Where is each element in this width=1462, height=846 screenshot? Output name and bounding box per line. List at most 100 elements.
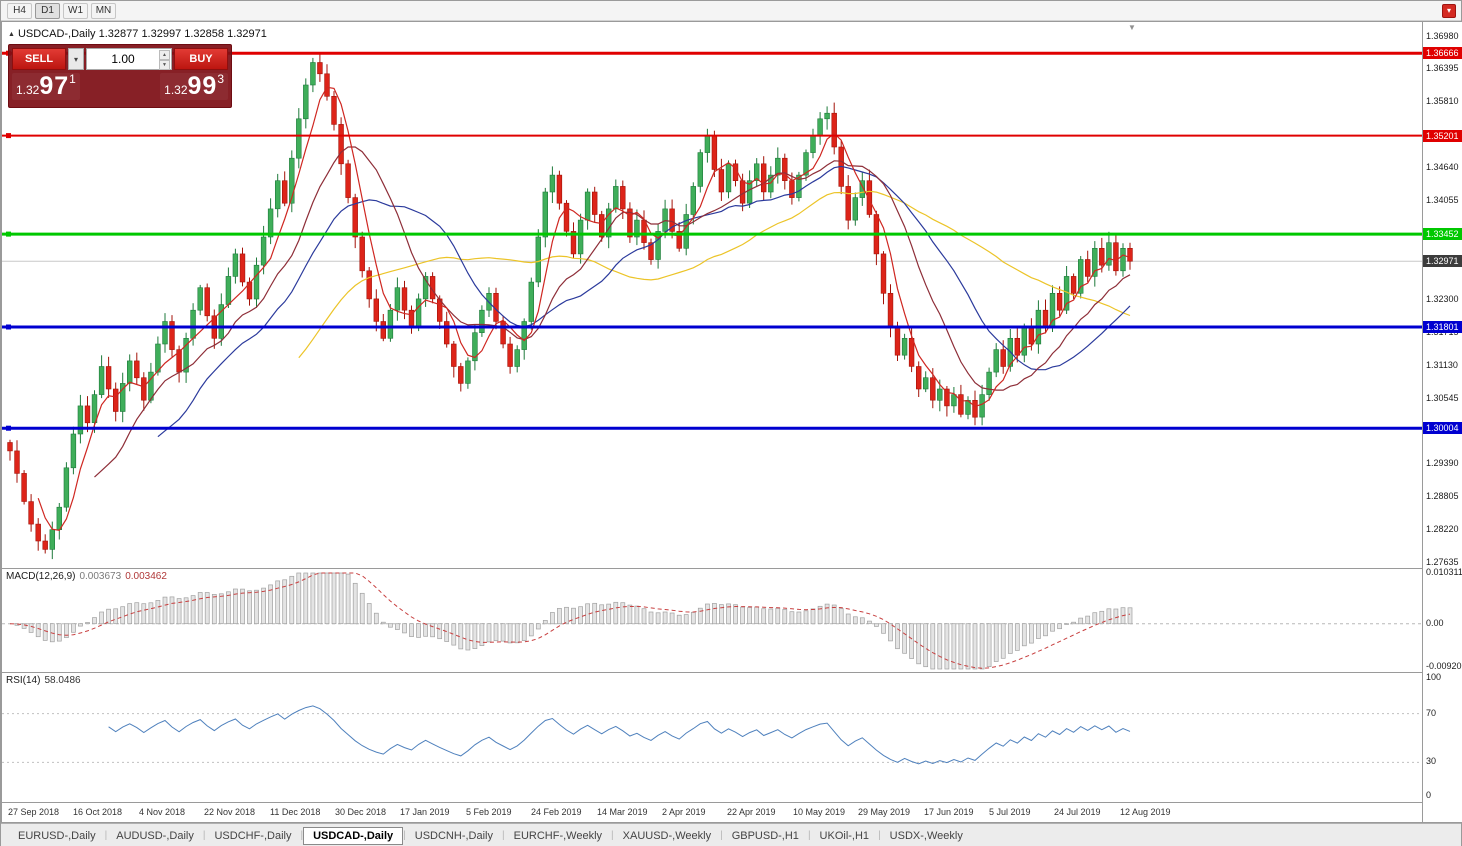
trade-controls-row: SELL ▾ ▲ ▼ BUY (12, 48, 228, 70)
sell-button[interactable]: SELL (12, 48, 66, 70)
tab-separator: | (502, 830, 505, 841)
tab-separator: | (300, 830, 304, 841)
price-tick: 1.35810 (1426, 96, 1459, 106)
macd-panel[interactable]: MACD(12,26,9) 0.003673 0.003462 (2, 568, 1422, 672)
buy-price-sup: 3 (217, 72, 224, 86)
price-badge-level: 1.30004 (1423, 422, 1462, 434)
tab-separator: | (403, 830, 406, 841)
chart-symbol: USDCAD-,Daily (17, 28, 96, 40)
tab-gbpusd-h1[interactable]: GBPUSD-,H1 (731, 829, 799, 842)
date-label: 24 Jul 2019 (1054, 807, 1101, 817)
date-label: 17 Jun 2019 (924, 807, 974, 817)
rsi-axis-label: 70 (1426, 708, 1437, 718)
timeframe-button-d1[interactable]: D1 (35, 2, 60, 19)
date-label: 5 Jul 2019 (989, 807, 1031, 817)
rsi-label: RSI(14) 58.0486 (6, 675, 81, 686)
timeframe-button-h4[interactable]: H4 (7, 2, 32, 19)
date-label: 10 May 2019 (793, 807, 846, 817)
rsi-value: 58.0486 (44, 675, 81, 686)
date-label: 22 Nov 2018 (204, 807, 256, 817)
price-badge-level: 1.36666 (1423, 47, 1462, 59)
price-tick: 1.28220 (1426, 524, 1459, 534)
volume-input[interactable] (87, 49, 171, 69)
date-axis[interactable]: 27 Sep 2018 16 Oct 2018 4 Nov 2018 22 Nov 2… (2, 802, 1422, 822)
date-label: 14 Mar 2019 (597, 807, 648, 817)
one-click-trading-panel: SELL ▾ ▲ ▼ BUY 1.32 97 1 (8, 44, 232, 108)
buy-price-big: 99 (187, 72, 218, 100)
sell-price-prefix: 1.32 (16, 83, 40, 97)
volume-field: ▲ ▼ (86, 48, 172, 70)
price-badge-level: 1.35201 (1423, 130, 1462, 142)
macd-signal-value: 0.003462 (125, 571, 167, 582)
rsi-axis-label: 0 (1426, 790, 1432, 800)
rsi-name: RSI(14) (6, 675, 41, 686)
tab-separator: | (104, 830, 108, 841)
volume-down-icon[interactable]: ▼ (159, 60, 170, 70)
price-tick: 1.30545 (1426, 393, 1459, 403)
buy-price[interactable]: 1.32 99 3 (160, 73, 228, 100)
price-tick: 1.31130 (1426, 360, 1458, 370)
timeframe-buttons: H4 D1 W1 MN (7, 2, 116, 19)
chart-shift-marker-icon[interactable]: ▼ (1128, 23, 1136, 32)
tab-usdx-weekly[interactable]: USDX-,Weekly (889, 829, 963, 842)
sell-price-big: 97 (39, 72, 70, 100)
sell-price[interactable]: 1.32 97 1 (12, 73, 80, 100)
macd-axis-label: 0.00 (1426, 618, 1444, 628)
tab-eurchf-weekly[interactable]: EURCHF-,Weekly (513, 829, 603, 842)
macd-value: 0.003673 (79, 571, 122, 582)
top-toolbar: H4 D1 W1 MN ▾ (1, 1, 1461, 21)
tab-separator: | (202, 830, 206, 841)
macd-axis-label: -0.00920 (1426, 661, 1462, 671)
main-chart[interactable]: ▲ USDCAD-,Daily 1.32877 1.32997 1.32858 1… (2, 22, 1422, 568)
price-badge-level: 1.33452 (1423, 228, 1462, 240)
price-tick: 1.36395 (1426, 63, 1459, 73)
tab-usdcad-daily[interactable]: USDCAD-,Daily (303, 826, 404, 845)
macd-axis-label: 0.010311 (1426, 567, 1462, 577)
price-badge-current: 1.32971 (1423, 255, 1462, 267)
tab-separator: | (807, 830, 811, 841)
toolbar-right-icon[interactable]: ▾ (1442, 4, 1456, 18)
symbol-tabbar: EURUSD-,Daily | AUDUSD-,Daily | USDCHF-,Dail… (1, 823, 1461, 846)
timeframe-button-mn[interactable]: MN (91, 2, 116, 19)
tab-ukoil-h1[interactable]: UKOil-,H1 (819, 829, 870, 842)
date-label: 4 Nov 2018 (139, 807, 186, 817)
tab-audusd-daily[interactable]: AUDUSD-,Daily (116, 829, 194, 842)
volume-up-icon[interactable]: ▲ (159, 50, 170, 60)
price-tick: 1.29390 (1426, 458, 1459, 468)
macd-label: MACD(12,26,9) 0.003673 0.003462 (6, 571, 167, 582)
rsi-panel[interactable]: RSI(14) 58.0486 (2, 672, 1422, 802)
price-tick: 1.32300 (1426, 294, 1459, 304)
sell-price-sup: 1 (69, 72, 76, 86)
collapse-triangle-icon: ▲ (8, 30, 15, 38)
chart-title: ▲ USDCAD-,Daily 1.32877 1.32997 1.32858 1… (8, 28, 267, 40)
date-label: 24 Feb 2019 (531, 807, 582, 817)
date-label: 17 Jan 2019 (400, 807, 450, 817)
timeframe-button-w1[interactable]: W1 (63, 2, 88, 19)
buy-price-prefix: 1.32 (164, 83, 188, 97)
date-label: 27 Sep 2018 (8, 807, 60, 817)
price-tick: 1.27635 (1426, 557, 1459, 567)
price-tick: 1.28805 (1426, 491, 1459, 501)
date-label: 30 Dec 2018 (335, 807, 387, 817)
macd-name: MACD(12,26,9) (6, 571, 76, 582)
macd-canvas (2, 572, 1422, 670)
buy-button[interactable]: BUY (174, 48, 228, 70)
tab-usdchf-daily[interactable]: USDCHF-,Daily (214, 829, 292, 842)
tab-xauusd-weekly[interactable]: XAUUSD-,Weekly (622, 829, 712, 842)
rsi-axis-label: 30 (1426, 756, 1437, 766)
date-label: 5 Feb 2019 (466, 807, 512, 817)
tab-eurusd-daily[interactable]: EURUSD-,Daily (18, 829, 96, 842)
price-axis[interactable]: 0.010311 0.00 -0.00920 100 70 30 0 1.369… (1422, 22, 1462, 822)
trade-prices-row: 1.32 97 1 1.32 99 3 (12, 73, 228, 100)
volume-dropdown-icon[interactable]: ▾ (68, 48, 84, 70)
price-tick: 1.34055 (1426, 195, 1459, 205)
price-badge-level: 1.31801 (1423, 321, 1462, 333)
volume-spinner: ▲ ▼ (159, 50, 170, 70)
date-label: 29 May 2019 (858, 807, 911, 817)
tab-usdcnh-daily[interactable]: USDCNH-,Daily (414, 829, 493, 842)
date-label: 11 Dec 2018 (270, 807, 321, 817)
chart-window: ▲ USDCAD-,Daily 1.32877 1.32997 1.32858 1… (1, 21, 1462, 823)
rsi-canvas (2, 705, 1422, 765)
price-tick: 1.36980 (1426, 31, 1459, 41)
